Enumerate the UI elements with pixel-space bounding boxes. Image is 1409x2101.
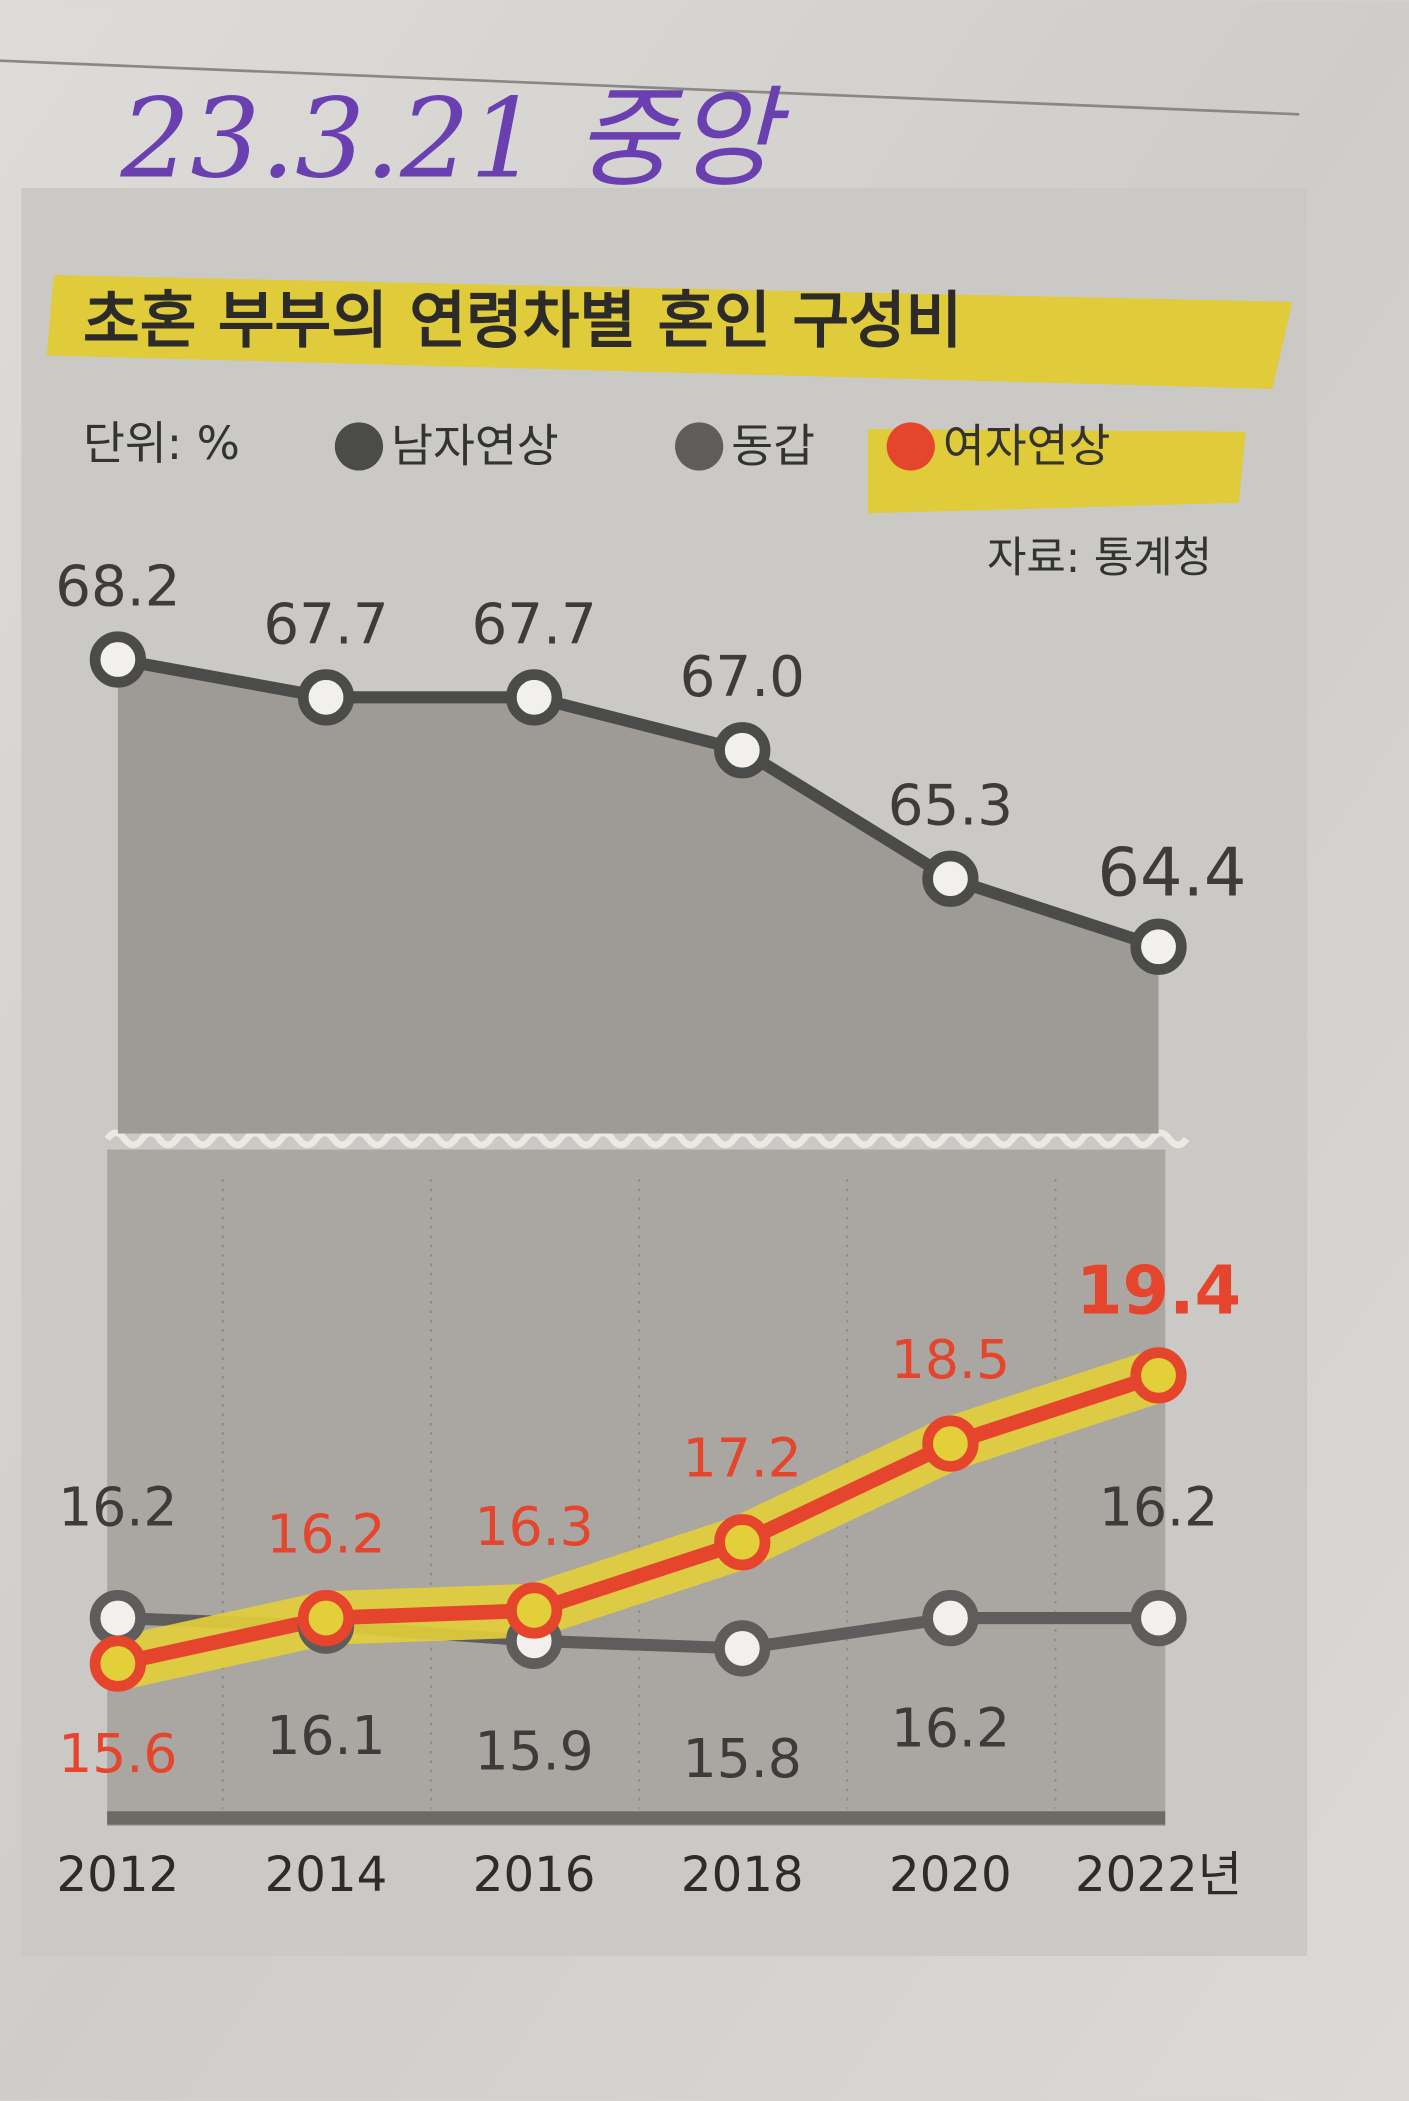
point [922,850,979,907]
legend-label: 동갑 [731,420,815,473]
data-label: 16.3 [475,1495,594,1558]
data-label: 15.6 [58,1722,177,1785]
data-label: 16.2 [266,1502,385,1565]
legend-marker [675,422,724,471]
data-label: 17.2 [683,1427,802,1490]
x-tick-label: 2014 [265,1847,388,1903]
data-label: 16.2 [58,1476,177,1539]
x-tick-label: 2018 [681,1847,804,1903]
unit-label: 단위: % [83,417,240,470]
data-label: 15.8 [683,1727,802,1790]
area-fill [117,659,1159,1134]
point [89,631,146,688]
lower-panel [107,1149,1166,1826]
series-line [116,1368,1161,1671]
plot: 2012 2014 2016 2018 2020 2022년 68.2 67.7 67.7 67.… [55,554,1246,1903]
source: 자료: 통계청 [987,533,1212,583]
point [89,1635,146,1692]
data-label: 16.2 [891,1697,1010,1760]
x-tick-label: 2016 [473,1847,596,1903]
x-tick-label: 2022년 [1075,1847,1242,1903]
data-label: 15.9 [475,1719,594,1782]
point [922,1415,979,1472]
point [714,1514,771,1571]
legend: 남자연상 동갑 여자연상 [334,420,1110,473]
data-label: 64.4 [1097,834,1246,912]
data-label: 67.7 [472,592,597,657]
chart-title: 초혼 부부의 연령차별 혼인 구성비 [83,285,962,357]
data-label: 16.2 [1099,1476,1218,1539]
legend-marker [886,422,935,471]
title-highlight [46,275,1293,389]
point [506,669,563,726]
baseline-shadow [107,1811,1166,1825]
point [714,1620,771,1677]
rule [0,59,1300,116]
data-label: 67.0 [680,645,805,710]
series-line [116,653,1161,953]
data-label: 65.3 [888,774,1013,839]
axis-break [104,1129,1190,1149]
data-label: 18.5 [891,1328,1010,1391]
point [1130,1589,1187,1647]
point [506,1582,563,1639]
point [714,722,771,779]
point [297,669,355,726]
legend-marker [334,422,384,471]
x-tick-label: 2020 [889,1847,1012,1903]
point [922,1589,979,1647]
data-label: 68.2 [55,554,180,619]
point [89,1589,146,1647]
legend-label: 여자연상 [943,420,1110,473]
x-tick-label: 2012 [57,1847,180,1903]
point [1130,1347,1187,1404]
legend-label: 남자연상 [391,420,559,473]
data-label: 16.1 [266,1704,385,1767]
point [1130,918,1187,975]
data-label: 67.7 [263,592,388,657]
data-label: 19.4 [1076,1252,1241,1330]
handwritten-note: 23.3.21 중앙 [120,75,790,203]
point [297,1589,355,1647]
legend-highlight [867,429,1246,514]
